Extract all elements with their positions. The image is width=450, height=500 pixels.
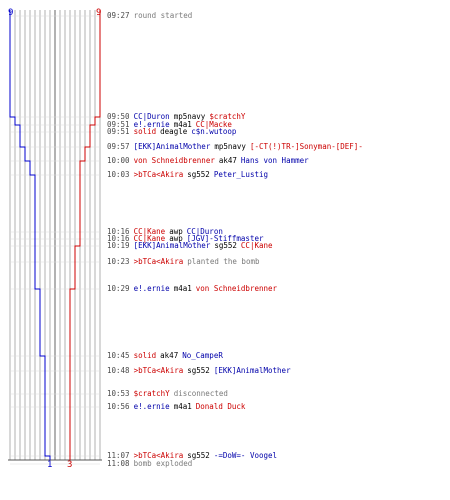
event-row: 10:16 CC|Kane awp [JGV]-Stiffmaster xyxy=(107,234,268,244)
player-name: $cratchY xyxy=(209,112,246,121)
event-row: 10:19 [EKK]AnimalMother sg552 CC|Kane xyxy=(107,241,277,251)
event-row: 10:29 e!.ernie m4a1 von Schneidbrenner xyxy=(107,284,281,294)
weapon-name: mp5navy xyxy=(173,112,206,121)
player-name: [EKK]AnimalMother xyxy=(133,142,211,151)
blue-end-count: 1 xyxy=(47,460,52,470)
event-time: 09:50 xyxy=(107,112,130,121)
player-name: CC|Duron xyxy=(186,227,223,236)
player-name: CC|Duron xyxy=(133,112,170,121)
red-team-count-line xyxy=(69,10,101,460)
event-row: 10:56 e!.ernie m4a1 Donald Duck xyxy=(107,402,249,412)
weapon-name: ak47 xyxy=(218,156,237,165)
event-row: 09:50 CC|Duron mp5navy $cratchY xyxy=(107,112,249,122)
player-name: e!.ernie xyxy=(133,284,170,293)
blue-start-count: 9 xyxy=(8,8,13,18)
player-name: Donald Duck xyxy=(195,402,246,411)
event-time: 10:19 xyxy=(107,241,130,250)
weapon-name: deagle xyxy=(160,127,188,136)
weapon-name: m4a1 xyxy=(173,402,192,411)
event-row: 10:48 >bTCa<Akira sg552 [EKK]AnimalMother xyxy=(107,366,295,376)
event-row: 09:51 solid deagle c$n.wutoop xyxy=(107,127,240,137)
event-row: 10:45 solid ak47 No_CampeR xyxy=(107,351,227,361)
event-row: 10:03 >bTCa<Akira sg552 Peter_Lustig xyxy=(107,170,272,180)
event-time: 09:51 xyxy=(107,127,130,136)
event-row: 10:23 >bTCa<Akira planted the bomb xyxy=(107,257,264,267)
player-name: CC|Kane xyxy=(133,234,166,243)
event-time: 10:45 xyxy=(107,351,130,360)
event-time: 10:29 xyxy=(107,284,130,293)
event-time: 09:57 xyxy=(107,142,130,151)
player-name: $cratchY xyxy=(133,389,170,398)
event-time: 10:48 xyxy=(107,366,130,375)
event-row: 10:00 von Schneidbrenner ak47 Hans von Hamm… xyxy=(107,156,313,166)
weapon-name: m4a1 xyxy=(173,284,192,293)
event-row: 11:08 bomb exploded xyxy=(107,459,196,469)
event-time: 10:03 xyxy=(107,170,130,179)
player-name: [EKK]AnimalMother xyxy=(213,366,291,375)
chart-grid xyxy=(8,10,102,465)
weapon-name: sg552 xyxy=(187,170,210,179)
weapon-name: awp xyxy=(169,234,183,243)
event-time: 11:07 xyxy=(107,451,130,460)
event-message: round started xyxy=(133,11,193,20)
player-name: c$n.wutoop xyxy=(191,127,237,136)
blue-team-count-line xyxy=(9,10,51,460)
player-name: [-CT(!)TR-]Sonyman-[DEF]- xyxy=(249,142,363,151)
player-name: -=DoW=- Voogel xyxy=(213,451,278,460)
event-row: 11:07 >bTCa<Akira sg552 -=DoW=- Voogel xyxy=(107,451,281,461)
player-name: >bTCa<Akira xyxy=(133,170,184,179)
event-row: 09:57 [EKK]AnimalMother mp5navy [-CT(!)TR-]… xyxy=(107,142,367,152)
event-time: 11:08 xyxy=(107,459,130,468)
player-name: e!.ernie xyxy=(133,402,170,411)
event-time: 10:16 xyxy=(107,234,130,243)
player-name: solid xyxy=(133,351,157,360)
player-name: Hans von Hammer xyxy=(240,156,309,165)
event-time: 10:53 xyxy=(107,389,130,398)
event-time: 10:00 xyxy=(107,156,130,165)
event-time: 09:51 xyxy=(107,120,130,129)
player-name: >bTCa<Akira xyxy=(133,366,184,375)
player-name: >bTCa<Akira xyxy=(133,257,184,266)
event-message: bomb exploded xyxy=(133,459,193,468)
red-start-count: 9 xyxy=(96,8,101,18)
event-time: 10:16 xyxy=(107,227,130,236)
weapon-name: sg552 xyxy=(187,366,210,375)
player-name: [EKK]AnimalMother xyxy=(133,241,211,250)
player-name: [JGV]-Stiffmaster xyxy=(186,234,264,243)
weapon-name: ak47 xyxy=(160,351,179,360)
red-end-count: 3 xyxy=(67,460,72,470)
player-name: CC|Kane xyxy=(133,227,166,236)
player-count-chart: 9 9 1 3 xyxy=(8,8,102,470)
weapon-name: sg552 xyxy=(214,241,237,250)
event-time: 09:27 xyxy=(107,11,130,20)
event-row: 09:27 round started xyxy=(107,11,196,21)
event-row: 09:51 e!.ernie m4a1 CC|Macke xyxy=(107,120,236,130)
event-row: 10:16 CC|Kane awp CC|Duron xyxy=(107,227,227,237)
weapon-name: m4a1 xyxy=(173,120,192,129)
event-message: disconnected xyxy=(173,389,228,398)
player-name: CC|Macke xyxy=(195,120,232,129)
player-name: e!.ernie xyxy=(133,120,170,129)
player-name: >bTCa<Akira xyxy=(133,451,184,460)
event-message: planted the bomb xyxy=(187,257,260,266)
event-time: 10:56 xyxy=(107,402,130,411)
weapon-name: sg552 xyxy=(187,451,210,460)
event-time: 10:23 xyxy=(107,257,130,266)
weapon-name: mp5navy xyxy=(214,142,246,151)
player-name: No_CampeR xyxy=(182,351,223,360)
weapon-name: awp xyxy=(169,227,183,236)
event-row: 10:53 $cratchY disconnected xyxy=(107,389,232,399)
player-name: von Schneidbrenner xyxy=(195,284,278,293)
player-name: CC|Kane xyxy=(240,241,273,250)
player-name: von Schneidbrenner xyxy=(133,156,215,165)
player-name: solid xyxy=(133,127,157,136)
player-name: Peter_Lustig xyxy=(213,170,269,179)
